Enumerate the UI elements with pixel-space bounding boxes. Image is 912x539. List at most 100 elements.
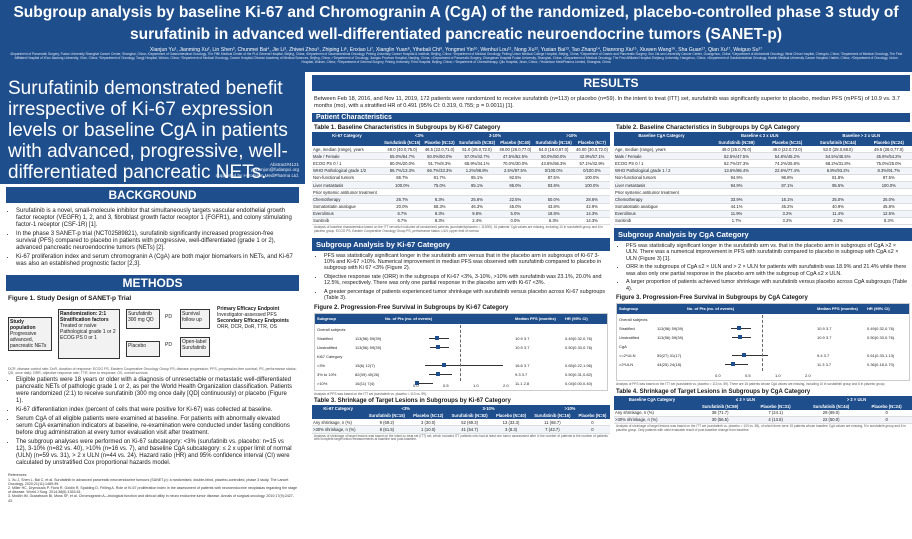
table-cell: 70.0%/30.0%	[497, 159, 534, 168]
table-row: Liver metastasis 94.9% 87.1% 95.5% 100.0%	[614, 181, 912, 190]
table-cell: 20.0%	[381, 203, 423, 211]
table-4-title: Table 4. Shrinkage of Target Lesions in …	[616, 388, 811, 395]
table-cell: 50.0%/50.0%	[533, 152, 574, 161]
table-cell: 95.1%	[456, 181, 498, 190]
table-cell: 7 (43.7)	[529, 425, 575, 434]
table-cell: Male / Female	[614, 152, 709, 161]
forest-header-label: No. of Pts (no. of events)	[385, 315, 433, 321]
forest-axis-tick: 2.0	[805, 372, 811, 378]
table-cell: 68.2%/31.8%	[810, 159, 866, 168]
forest-ci-line	[731, 336, 752, 338]
table-cell: 86.7%	[381, 174, 423, 182]
table-cell: 0.0%	[497, 217, 534, 226]
forest-row-hr: 0.61(0.33,1.13)	[867, 352, 895, 358]
poster-header: Subgroup analysis by baseline Ki-67 and …	[0, 0, 912, 72]
forest-header-label: Median PFS (months)	[817, 305, 858, 311]
table-cell: Age, median (range), years	[614, 146, 709, 154]
table-cell: 54.5%/45.5%	[810, 152, 866, 161]
table-column-header: Placebo (N=12)	[422, 139, 457, 146]
table-cell: 49.0 (25.0,75.0)	[708, 146, 765, 154]
forest-row-n: 44(25) 24(18)	[657, 361, 682, 367]
table-cell: 93.8%	[533, 181, 574, 190]
table-cell	[497, 188, 534, 197]
table-cell: 87.1%	[764, 181, 811, 190]
table-cell: 65.9%/34.1%	[456, 159, 498, 168]
table-cell: WHO Pathological grade 1 / 2	[614, 167, 709, 175]
table-1: Ki-67 Category <3% 3-10% >10% Surufatinib (N…	[312, 132, 610, 226]
table-cell: Sunitinib	[614, 217, 709, 226]
table-cell: 49.5 (26.0,77.0)	[865, 146, 912, 154]
table-cell: 30 (56.5)	[690, 416, 751, 425]
table-cell: Age, median (range), years	[312, 146, 382, 154]
table-row: Male / Female 55.0%/64.7% 50.0%/50.0% 57.0%…	[312, 152, 610, 161]
secondary-endpoint: ORR, DCR, DoR, TTR, OS	[217, 324, 277, 330]
abstract-number: Abstract#4121	[269, 161, 299, 167]
table-column-header: Placebo (N=24)	[865, 139, 912, 146]
table-column-header	[312, 139, 382, 146]
table-cell: 96.8%	[764, 174, 811, 182]
forest-reference-line	[460, 324, 461, 381]
table-2: Baseline CgA Category Baseline ≤ 2 x ULN B…	[614, 132, 912, 226]
table-cell: 22 (50.0)	[800, 416, 862, 425]
table-4-note: Analysis of shrinkage of target lesions …	[616, 424, 906, 432]
table-cell: 91.7%/8.3%	[422, 159, 457, 168]
table-cell: 58.3%	[422, 203, 457, 211]
table-row: Male / Female 52.5%/47.5% 54.8%/45.2% 54.5%…	[614, 152, 912, 161]
forest-row-med: 9.3 3.7	[515, 371, 528, 377]
table-cell: 11.9%	[708, 210, 765, 218]
table-cell: 0/100.0%	[573, 167, 610, 175]
table-cell: 49.0 (40.0,75.0)	[381, 146, 423, 154]
background-bullet: In the phase 3 SANET-p trial (NCT0258982…	[16, 231, 295, 252]
table-cell: 91.7%	[422, 174, 457, 182]
study-design-diagram: Study population Progressive advanced, p…	[8, 305, 297, 365]
forest-row-n: 113(56) 59(39)	[355, 344, 382, 350]
table-row: Prior systemic antitumor treatment	[312, 188, 610, 197]
table-cell: 100.0%	[865, 181, 912, 190]
forest-ci-line	[731, 327, 752, 329]
forest-header-label: HR (95% CI)	[867, 305, 890, 311]
table-column-header: Surufatinib (N=82)	[456, 139, 498, 146]
table-cell: 2.5%/97.5%	[497, 167, 534, 175]
forest-row-med: 10.9 3.7	[817, 325, 832, 331]
table-row: WHO Pathological grade 1 / 2 13.6%/86.4% 2…	[614, 167, 912, 175]
table-cell: 53.0 (28.0,68.0)	[810, 146, 866, 154]
methods-bullet: Ki-67 differentiation index (percent of …	[16, 407, 295, 414]
left-column: Surufatinib demonstrated benefit irrespe…	[0, 72, 305, 539]
table-cell: 45.8%	[865, 203, 912, 211]
table-column-header: Placebo (N=6)	[574, 412, 610, 420]
table-column-header: Surufatinib (N=15)	[381, 139, 423, 146]
figure-2-forest-plot: Subgroup No. of Pts (no. of events) Median…	[314, 312, 608, 391]
forest-row-hr: 0.36(0.18,0.70)	[867, 361, 895, 367]
forest-row-label: 3% to 10%	[317, 371, 337, 377]
forest-ci-line	[429, 346, 450, 348]
primary-endpoint: Investigator-assessed PFS	[217, 312, 277, 318]
forest-hr-point	[737, 334, 742, 339]
table-cell: 95.1%	[456, 174, 498, 182]
figure-3-note: Analysis of PFS was based on the ITT set…	[616, 381, 886, 386]
forest-header-label: Median PFS (months)	[515, 315, 556, 321]
table-cell: 52.5%/47.5%	[708, 152, 765, 161]
table-cell: 100.0%	[573, 174, 610, 182]
table-row: Sunitinib 1.7% 3.2% 2.3% 8.3%	[614, 217, 912, 226]
forest-row-label: Unstratified	[317, 344, 338, 350]
table-cell: 28.6%	[573, 195, 610, 204]
forest-row-label: Ki67 Category	[317, 353, 343, 359]
table-cell: Somatostatin analogue	[312, 203, 382, 211]
table-cell	[764, 188, 811, 197]
table-cell: 100.0%	[381, 181, 423, 190]
table-group-header: Baseline CgA Category	[614, 132, 709, 139]
table-cell: 49.00 (26.0,77.0)	[497, 146, 534, 154]
cga-bullet: A larger proportion of patients achieved…	[626, 279, 908, 292]
table-row: Non-functional tumors 94.9% 96.8% 81.8% 87.5…	[614, 174, 912, 182]
results-intro: Between Feb 18, 2016, and Nov 11, 2019, …	[314, 96, 900, 109]
table-cell: 12.5%	[865, 210, 912, 218]
forest-row-med: 11.3 3.7	[817, 361, 832, 367]
table-cell: Everolimus	[312, 210, 382, 218]
table-cell: 14.3%	[573, 217, 610, 226]
table-column-header: Placebo (N=7)	[573, 139, 610, 146]
forest-hr-point	[435, 344, 440, 349]
key-message: Surufatinib demonstrated benefit irrespe…	[0, 72, 305, 184]
forest-row-hr: 0.50(0.33,0.76)	[867, 334, 895, 340]
ki67-bullets: PFS was statistically significant longer…	[312, 253, 610, 302]
table-cell: 3 (8.3)	[492, 425, 530, 434]
